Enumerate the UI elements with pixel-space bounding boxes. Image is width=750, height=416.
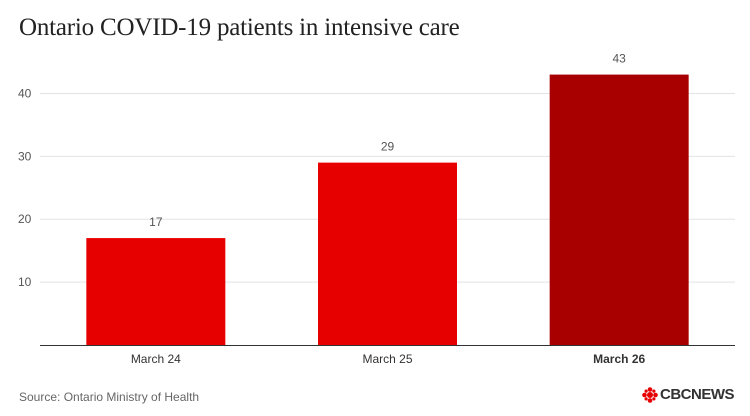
cbc-news-logo: CBCNEWS bbox=[642, 386, 735, 403]
chart-title: Ontario COVID-19 patients in intensive c… bbox=[19, 14, 460, 41]
x-tick-label: March 26 bbox=[593, 352, 645, 366]
data-label: 43 bbox=[612, 52, 626, 66]
data-label: 29 bbox=[381, 140, 395, 154]
y-tick-label: 40 bbox=[18, 86, 32, 100]
y-tick-label: 20 bbox=[18, 212, 32, 226]
cbc-gem-icon bbox=[642, 386, 658, 403]
x-axis-labels: March 24 March 25 March 26 bbox=[131, 352, 646, 366]
x-tick-label: March 25 bbox=[362, 352, 412, 366]
source-note: Source: Ontario Ministry of Health bbox=[19, 390, 200, 404]
bar-march-24 bbox=[86, 238, 226, 345]
logo-text: CBCNEWS bbox=[660, 386, 735, 403]
y-tick-label: 30 bbox=[18, 149, 32, 163]
bars bbox=[86, 74, 689, 346]
bar-march-26 bbox=[549, 74, 689, 346]
data-labels: 17 29 43 bbox=[149, 52, 626, 230]
bar-march-25 bbox=[318, 162, 457, 345]
y-tick-label: 10 bbox=[18, 275, 32, 289]
x-tick-label: March 24 bbox=[131, 352, 181, 366]
y-axis-ticks: 10 20 30 40 bbox=[18, 86, 32, 289]
data-label: 17 bbox=[149, 215, 163, 229]
bar-chart: 10 20 30 40 17 29 43 March 24 March 25 March 26 bbox=[18, 52, 735, 366]
